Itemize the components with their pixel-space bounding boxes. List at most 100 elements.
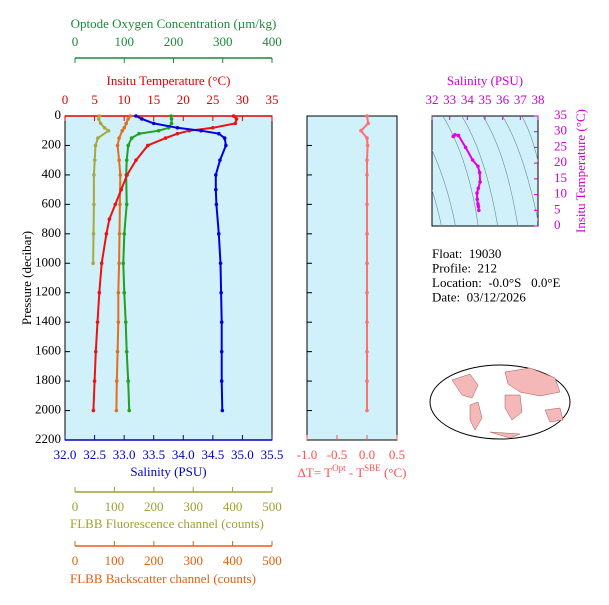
x-axis-title: Insitu Temperature (°C) <box>107 73 231 88</box>
y-tick-label: 25 <box>554 138 567 153</box>
data-point <box>124 121 129 126</box>
data-point <box>156 128 161 133</box>
data-point <box>218 158 222 162</box>
x-tick-label: 37 <box>514 92 528 107</box>
data-point <box>231 114 236 118</box>
data-point <box>117 158 121 162</box>
data-point <box>125 173 129 177</box>
data-point <box>98 121 103 126</box>
data-point <box>365 349 369 354</box>
x-tick-label: 0.5 <box>389 447 405 462</box>
x-tick-label: 200 <box>144 499 164 514</box>
data-point <box>222 136 227 140</box>
data-point <box>124 158 129 162</box>
data-point <box>234 117 239 121</box>
data-point <box>126 379 130 383</box>
float-info: Profile: 212 <box>432 260 497 275</box>
data-point <box>118 173 123 177</box>
y-tick-label: 30 <box>554 123 567 138</box>
data-point <box>124 202 129 207</box>
y-tick-label: 15 <box>554 170 567 185</box>
data-point <box>93 143 98 148</box>
x-tick-label: 400 <box>223 499 243 514</box>
x-tick-label: 35 <box>266 92 279 107</box>
data-point <box>92 173 96 177</box>
x-tick-label: 20 <box>177 92 190 107</box>
y-tick-label: 1000 <box>35 254 61 269</box>
x-tick-label: 33.0 <box>113 447 136 462</box>
x-tick-label: 33 <box>443 92 456 107</box>
data-point <box>96 117 101 121</box>
data-point <box>169 114 173 118</box>
data-point <box>219 320 224 324</box>
float-info: Float: 19030 <box>432 246 501 261</box>
data-point <box>96 136 100 140</box>
x-axis-title-part: Opt <box>332 463 346 473</box>
y-tick-label: 5 <box>554 201 561 216</box>
y-tick-label: 20 <box>554 154 567 169</box>
x-tick-label: 0 <box>62 92 69 107</box>
data-point <box>122 232 127 236</box>
data-point <box>214 187 218 192</box>
data-point <box>365 173 369 177</box>
data-point <box>214 173 218 177</box>
x-tick-label: 400 <box>262 34 282 49</box>
x-tick-label: 500 <box>262 553 282 568</box>
data-point <box>92 379 97 383</box>
data-point <box>123 320 128 324</box>
x-tick-label: 0 <box>72 553 79 568</box>
data-point <box>175 131 180 136</box>
x-tick-label: 300 <box>183 499 203 514</box>
data-point <box>163 136 168 140</box>
data-point <box>115 349 120 354</box>
x-tick-label: 34.5 <box>201 447 224 462</box>
series-line <box>92 115 238 411</box>
x-tick-label: 300 <box>183 553 203 568</box>
data-point <box>113 202 118 207</box>
x-tick-label: 34 <box>461 92 475 107</box>
y-tick-label: 10 <box>554 186 567 201</box>
y-tick-label: 800 <box>42 225 62 240</box>
x-tick-label: 35.0 <box>231 447 254 462</box>
data-point <box>233 121 238 126</box>
data-point <box>95 320 100 324</box>
y-tick-label: 1800 <box>35 372 61 387</box>
y-tick-label: 600 <box>42 195 62 210</box>
x-tick-label: 32 <box>426 92 439 107</box>
data-point <box>365 320 369 324</box>
data-point <box>366 121 371 126</box>
float-info: Date: 03/12/2026 <box>432 289 526 304</box>
data-point <box>476 186 481 191</box>
data-point <box>119 187 123 192</box>
data-point <box>365 136 369 140</box>
y-tick-label: 1200 <box>35 284 61 299</box>
data-point <box>93 349 98 354</box>
data-point <box>106 128 111 133</box>
x-tick-label: 25 <box>206 92 219 107</box>
x-tick-label: 100 <box>105 499 125 514</box>
data-point <box>121 261 126 266</box>
data-point <box>122 290 127 295</box>
data-point <box>224 143 228 148</box>
x-axis-title-part: SBE <box>364 463 381 473</box>
data-point <box>122 125 127 130</box>
data-point <box>476 204 481 209</box>
x-axis-title-part: - T <box>346 465 365 480</box>
data-point <box>475 191 479 195</box>
x-axis-title: Salinity (PSU) <box>130 464 206 479</box>
data-point <box>117 136 121 140</box>
x-tick-label: 5 <box>91 92 98 107</box>
x-axis-title: FLBB Fluorescence channel (counts) <box>70 516 264 531</box>
data-point <box>118 202 122 207</box>
x-tick-label: 200 <box>164 34 184 49</box>
data-point <box>365 202 369 207</box>
data-point <box>365 114 369 118</box>
data-point <box>476 164 480 169</box>
y-axis-title: Insitu Temperature (°C) <box>573 109 588 233</box>
data-point <box>214 202 219 207</box>
data-point <box>365 158 369 162</box>
data-point <box>453 133 457 137</box>
data-point <box>102 125 107 130</box>
data-point <box>91 408 96 413</box>
y-tick-label: 200 <box>42 136 62 151</box>
